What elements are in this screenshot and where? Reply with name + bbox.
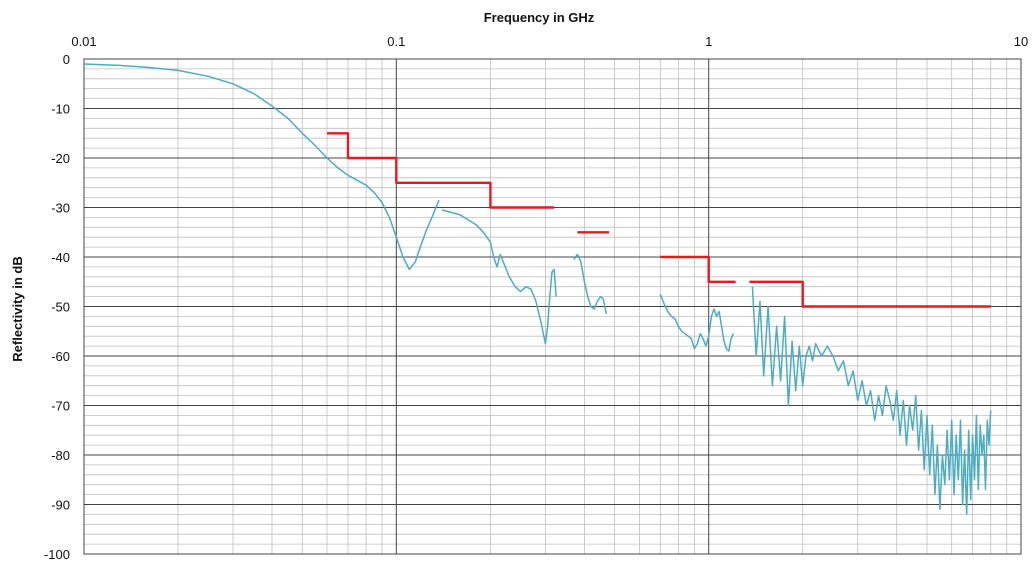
x-tick-label: 0.01 xyxy=(71,34,96,49)
x-tick-labels: 0.01 0.1 1 10 xyxy=(71,34,1028,49)
y-tick-label: -30 xyxy=(51,201,70,216)
series-layer xyxy=(83,63,992,516)
y-tick-label: 0 xyxy=(63,52,70,67)
y-tick-label: -10 xyxy=(51,102,70,117)
x-tick-label: 1 xyxy=(705,34,712,49)
plot-frame xyxy=(83,58,1022,555)
measured-segment xyxy=(751,286,992,516)
x-axis-title: Frequency in GHz xyxy=(484,10,595,25)
y-axis-title: Reflectivity in dB xyxy=(10,256,25,361)
y-tick-label: -100 xyxy=(44,547,70,562)
measured-segment xyxy=(573,253,608,315)
measured-segment xyxy=(659,293,735,352)
measured-segment xyxy=(83,63,440,271)
y-tick-label: -50 xyxy=(51,300,70,315)
y-tick-labels: 0 -10 -20 -30 -40 -50 -60 -70 -80 -90 -100 xyxy=(44,52,70,562)
x-tick-label: 10 xyxy=(1014,34,1028,49)
y-tick-label: -60 xyxy=(51,349,70,364)
limit-segment xyxy=(749,280,991,308)
limit-segment xyxy=(660,255,736,283)
y-tick-label: -90 xyxy=(51,498,70,513)
limit-segment xyxy=(327,132,555,209)
y-tick-label: -80 xyxy=(51,448,70,463)
x-tick-label: 0.1 xyxy=(387,34,405,49)
y-tick-label: -70 xyxy=(51,399,70,414)
measured-segment xyxy=(441,209,557,345)
minor-gridlines xyxy=(84,59,1021,554)
measured-series xyxy=(83,63,992,516)
y-tick-label: -40 xyxy=(51,250,70,265)
y-tick-label: -20 xyxy=(51,151,70,166)
limit-series xyxy=(327,132,991,308)
